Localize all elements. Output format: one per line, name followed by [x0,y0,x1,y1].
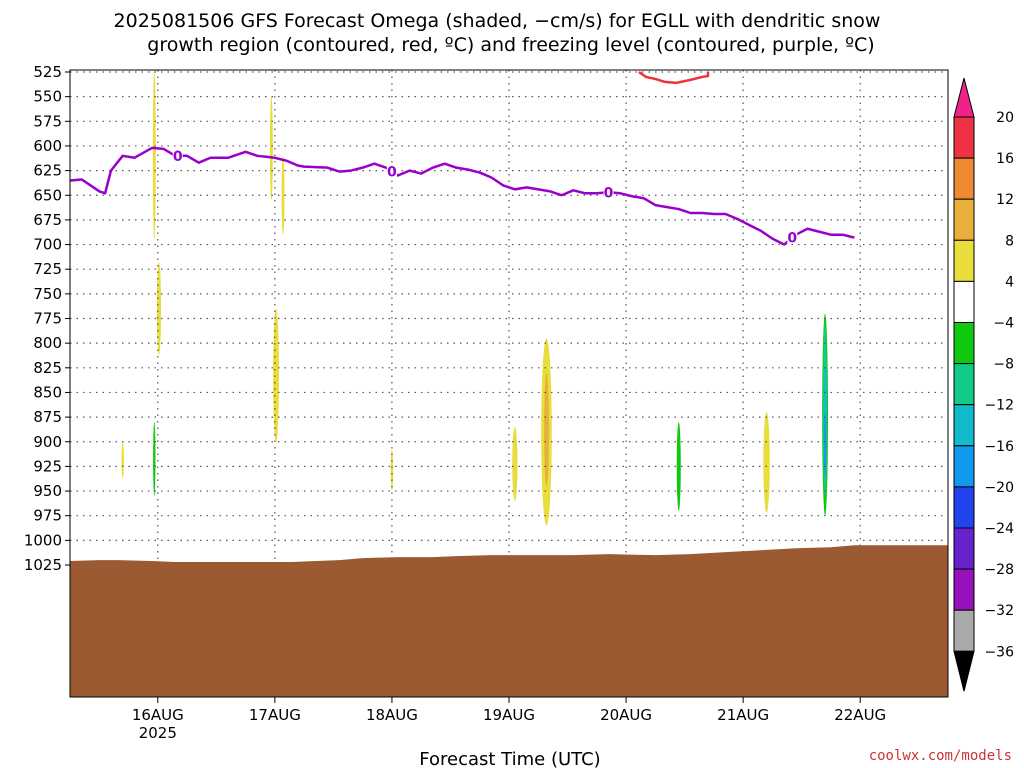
omega-region [747,126,753,156]
omega-region [153,422,156,496]
colorbar: 20 16 12 8 4 −4 −8 −12 −16 −20 −24 −28 −32 −36 [953,77,1014,692]
colorbar-segment [953,116,975,159]
colorbar-segment [953,198,975,241]
omega-region [161,86,164,186]
y-tick-label: 1000 [24,531,62,549]
ground-area [70,545,948,697]
colorbar-segment [953,609,975,652]
colorbar-bottom-arrow [953,650,975,692]
y-tick-label: 1025 [24,556,62,574]
x-axis-label: Forecast Time (UTC) [419,749,600,768]
omega-region [121,441,124,479]
x-tick-label: 20AUG [600,706,652,724]
colorbar-label: −32 [984,603,1014,619]
omega-region [281,155,285,235]
y-tick-label: 775 [33,310,62,328]
freezing-level-contour: 0 0 0 0 [69,146,855,247]
colorbar-label: −20 [984,480,1014,496]
chart-title-line2: growth region (contoured, red, ºC) and f… [147,34,874,56]
colorbar-label: 12 [996,192,1014,208]
credit-text: coolwx.com/models [869,748,1012,764]
y-tick-label: 925 [33,457,62,475]
y-tick-label: 700 [33,236,62,254]
y-tick-label: 850 [33,383,62,401]
x-tick-label: 19AUG [483,706,535,724]
colorbar-segment [953,322,975,365]
freezing-label-bg [603,184,614,199]
colorbar-label: −4 [993,316,1014,332]
colorbar-segment [953,157,975,200]
y-tick-label: 950 [33,482,62,500]
x-tick-label: 17AUG [249,706,301,724]
y-tick-label: 625 [33,162,62,180]
colorbar-label: −24 [984,521,1014,537]
colorbar-label: −36 [984,644,1014,660]
y-tick-label: 975 [33,507,62,525]
grid-lines [70,70,948,697]
colorbar-label: −16 [984,439,1014,455]
y-tick-label: 600 [33,137,62,155]
colorbar-label: −28 [984,562,1014,578]
freezing-level-label: 0 [604,185,614,201]
y-tick-label: 800 [33,334,62,352]
colorbar-top-arrow [953,77,975,118]
dendritic-contour-line [638,70,710,85]
y-tick-label: 650 [33,186,62,204]
y-tick-label: 525 [33,63,62,81]
y-tick-label: 575 [33,112,62,130]
y-tick-label: 725 [33,260,62,278]
x-tick-sublabel: 2025 [139,724,177,742]
y-tick-label: 875 [33,408,62,426]
omega-region [544,372,549,487]
omega-region [763,412,770,513]
colorbar-segment [953,239,975,282]
x-tick-label: 18AUG [366,706,418,724]
ground-terrain [70,545,948,697]
omega-region [152,70,156,240]
omega-region [398,185,402,218]
colorbar-label: 8 [1005,233,1014,249]
colorbar-segment [953,486,975,529]
x-tick-label: 22AUG [834,706,886,724]
y-tick-label: 750 [33,285,62,303]
y-tick-label: 900 [33,433,62,451]
omega-region [156,262,162,355]
colorbar-segment [953,280,975,323]
colorbar-segment [953,527,975,570]
colorbar-label: 20 [996,110,1014,126]
colorbar-label: 4 [1005,274,1014,290]
chart-title-line1: 2025081506 GFS Forecast Omega (shaded, −… [114,10,881,32]
colorbar-label: −12 [984,398,1014,414]
colorbar-label: 16 [996,151,1014,167]
colorbar-segment [953,568,975,611]
omega-region [676,422,681,511]
omega-region [838,232,845,319]
x-tick-label: 16AUG [132,706,184,724]
freezing-label-bg [386,163,397,178]
omega-region [823,412,827,477]
omega-region [257,419,262,526]
y-tick-label: 675 [33,211,62,229]
y-tick-label: 550 [33,88,62,106]
omega-region [512,426,518,501]
y-tick-label: 825 [33,359,62,377]
freezing-label-bg [787,229,798,244]
omega-region [273,308,279,442]
omega-region [269,96,273,201]
omega-region [390,449,394,492]
colorbar-label: −8 [993,357,1014,373]
freezing-level-label: 0 [387,165,397,181]
freezing-level-label: 0 [173,149,183,165]
freezing-label-bg [172,147,183,162]
freezing-level-label: 0 [787,231,797,247]
colorbar-segment [953,363,975,406]
x-tick-label: 21AUG [717,706,769,724]
colorbar-segment [953,445,975,488]
colorbar-segment [953,404,975,447]
dendritic-growth-contour [638,70,710,85]
freezing-contour-line [69,146,855,246]
y-axis: 525 550 575 600 625 650 675 700 725 750 775 800 825 8… [24,63,70,574]
